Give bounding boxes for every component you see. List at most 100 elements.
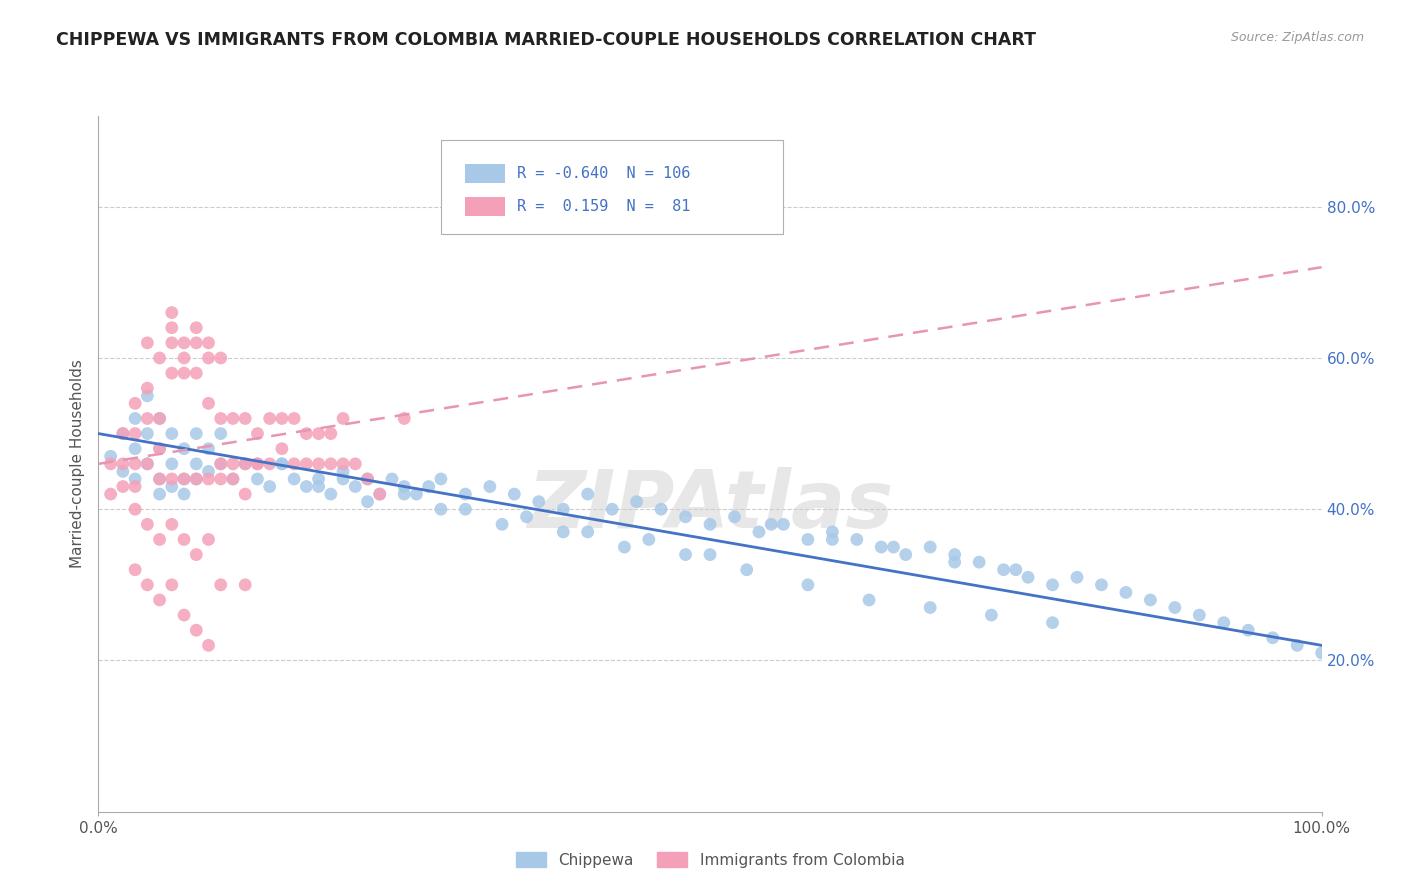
Point bbox=[186, 457, 208, 471]
Point bbox=[222, 472, 245, 486]
FancyBboxPatch shape bbox=[465, 164, 505, 184]
Text: R =  0.159  N =  81: R = 0.159 N = 81 bbox=[517, 199, 690, 214]
Point bbox=[149, 351, 172, 365]
Point bbox=[675, 548, 697, 562]
Point bbox=[124, 411, 146, 425]
Point bbox=[821, 533, 844, 547]
Point bbox=[368, 487, 391, 501]
Point bbox=[392, 411, 416, 425]
Point bbox=[197, 472, 219, 486]
Point bbox=[160, 472, 183, 486]
Point bbox=[173, 472, 195, 486]
Point bbox=[270, 457, 294, 471]
Point bbox=[160, 335, 183, 350]
Point bbox=[723, 509, 745, 524]
Point bbox=[735, 563, 758, 577]
Point bbox=[430, 502, 453, 516]
Point bbox=[283, 457, 305, 471]
Point bbox=[319, 487, 342, 501]
Point bbox=[246, 472, 269, 486]
Point bbox=[136, 389, 159, 403]
Point bbox=[149, 472, 172, 486]
Point bbox=[136, 457, 159, 471]
Point bbox=[553, 524, 575, 539]
Point bbox=[295, 457, 318, 471]
Point bbox=[124, 502, 146, 516]
Point bbox=[259, 457, 281, 471]
Point bbox=[356, 472, 378, 486]
Point bbox=[149, 442, 172, 456]
Point bbox=[173, 351, 195, 365]
Point bbox=[381, 472, 404, 486]
Point bbox=[197, 464, 219, 478]
Y-axis label: Married-couple Households: Married-couple Households bbox=[69, 359, 84, 568]
Point bbox=[332, 457, 354, 471]
Point bbox=[332, 472, 354, 486]
Point bbox=[209, 351, 232, 365]
Point bbox=[1115, 585, 1137, 599]
Point bbox=[149, 487, 172, 501]
Point bbox=[870, 540, 893, 554]
Point bbox=[136, 411, 159, 425]
Text: ZIPAtlas: ZIPAtlas bbox=[527, 467, 893, 545]
Point bbox=[368, 487, 391, 501]
Point bbox=[344, 457, 367, 471]
Point bbox=[454, 502, 477, 516]
Point bbox=[761, 517, 783, 532]
Point bbox=[1066, 570, 1088, 584]
Point bbox=[173, 442, 195, 456]
Point bbox=[160, 457, 183, 471]
Point bbox=[332, 464, 354, 478]
Point bbox=[920, 600, 942, 615]
Point bbox=[149, 442, 172, 456]
Point bbox=[600, 502, 623, 516]
Point bbox=[993, 563, 1015, 577]
Point bbox=[270, 457, 294, 471]
Point bbox=[344, 479, 367, 493]
Point bbox=[797, 578, 820, 592]
Point bbox=[1310, 646, 1333, 660]
Point bbox=[233, 457, 256, 471]
Point bbox=[160, 426, 183, 441]
Point bbox=[675, 509, 697, 524]
Point bbox=[186, 472, 208, 486]
Point bbox=[295, 426, 318, 441]
FancyBboxPatch shape bbox=[465, 196, 505, 216]
Point bbox=[136, 335, 159, 350]
Point bbox=[124, 426, 146, 441]
Point bbox=[1261, 631, 1284, 645]
Point bbox=[100, 487, 122, 501]
Point bbox=[160, 320, 183, 334]
Point bbox=[197, 533, 219, 547]
Point bbox=[478, 479, 501, 493]
Point bbox=[222, 472, 245, 486]
Point bbox=[149, 472, 172, 486]
Point bbox=[894, 548, 917, 562]
Point bbox=[233, 411, 256, 425]
Point bbox=[197, 335, 219, 350]
Point bbox=[186, 624, 208, 638]
Point bbox=[308, 479, 330, 493]
Point bbox=[160, 578, 183, 592]
Point bbox=[295, 479, 318, 493]
Point bbox=[173, 533, 195, 547]
Point bbox=[149, 411, 172, 425]
Point bbox=[576, 524, 599, 539]
Point bbox=[858, 593, 880, 607]
Point bbox=[222, 411, 245, 425]
Point bbox=[1237, 624, 1260, 638]
Point bbox=[111, 426, 134, 441]
Point bbox=[650, 502, 672, 516]
Point bbox=[160, 305, 183, 319]
Point bbox=[233, 487, 256, 501]
Point bbox=[246, 457, 269, 471]
Point bbox=[553, 502, 575, 516]
Point bbox=[943, 555, 966, 569]
Point bbox=[160, 517, 183, 532]
Point bbox=[246, 457, 269, 471]
Point bbox=[332, 411, 354, 425]
Point bbox=[392, 487, 416, 501]
Point bbox=[100, 450, 122, 464]
Point bbox=[111, 426, 134, 441]
Point bbox=[270, 442, 294, 456]
